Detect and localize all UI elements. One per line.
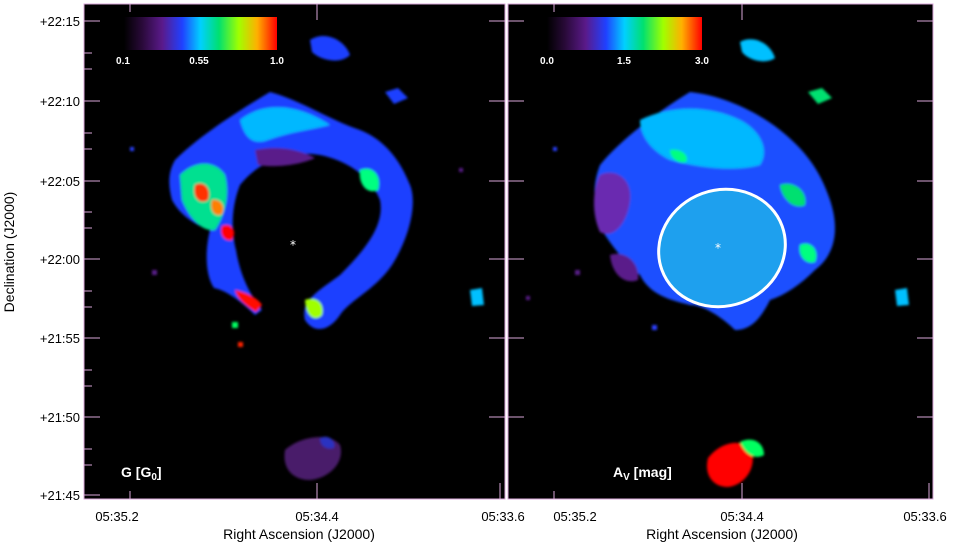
- g-panel-label: G [G0]: [121, 464, 162, 483]
- g-star-marker: *: [290, 238, 296, 252]
- panel-av-frame: [507, 3, 934, 500]
- y-tick-labels: +22:15 +22:10 +22:05 +22:00 +21:55 +21:5…: [40, 14, 80, 503]
- aperture-ellipse: [657, 187, 787, 309]
- x-tick-label: 05:35.2: [553, 509, 596, 524]
- av-colorbar-tick-0: 0.0: [540, 56, 554, 67]
- g-emission: [130, 35, 484, 480]
- av-star-marker: *: [715, 241, 721, 255]
- x-tick-label: 05:35.2: [95, 509, 138, 524]
- y-tick-label: +22:05: [40, 174, 80, 189]
- panel-g: * 0.1 0.55 1.0 G [G0]: [83, 3, 506, 500]
- x-axis-title-left: Right Ascension (J2000): [223, 526, 375, 542]
- g-colorbar: [124, 17, 277, 50]
- x-tick-label: 05:33.6: [903, 509, 946, 524]
- y-tick-label: +21:55: [40, 331, 80, 346]
- tick-marks: [84, 4, 933, 499]
- av-colorbar: [547, 17, 702, 50]
- y-axis-title: Declination (J2000): [1, 192, 17, 313]
- av-colorbar-tick-2: 3.0: [695, 56, 709, 67]
- g-colorbar-tick-2: 1.0: [270, 56, 284, 67]
- av-colorbar-tick-1: 1.5: [617, 56, 631, 67]
- av-panel-label-sub: V: [623, 472, 630, 483]
- y-tick-label: +21:50: [40, 410, 80, 425]
- av-panel-label: AV [mag]: [613, 464, 672, 483]
- x-axis-title-right: Right Ascension (J2000): [646, 526, 798, 542]
- g-panel-label-sub: 0: [151, 472, 157, 483]
- panel-av: * 0.0 1.5 3.0 AV [mag]: [507, 3, 934, 500]
- panel-g-frame: [83, 3, 506, 500]
- panel-g-background: [84, 4, 505, 499]
- x-tick-labels: 05:35.2 05:34.4 05:33.6 05:35.2 05:34.4 …: [95, 509, 946, 524]
- x-tick-label: 05:34.4: [720, 509, 763, 524]
- y-tick-label: +22:00: [40, 252, 80, 267]
- x-tick-label: 05:33.6: [481, 509, 524, 524]
- y-tick-label: +22:15: [40, 14, 80, 29]
- g-colorbar-tick-0: 0.1: [116, 56, 130, 67]
- g-colorbar-tick-1: 0.55: [189, 56, 209, 67]
- y-tick-label: +21:45: [40, 488, 80, 503]
- x-tick-label: 05:34.4: [295, 509, 338, 524]
- y-tick-label: +22:10: [40, 94, 80, 109]
